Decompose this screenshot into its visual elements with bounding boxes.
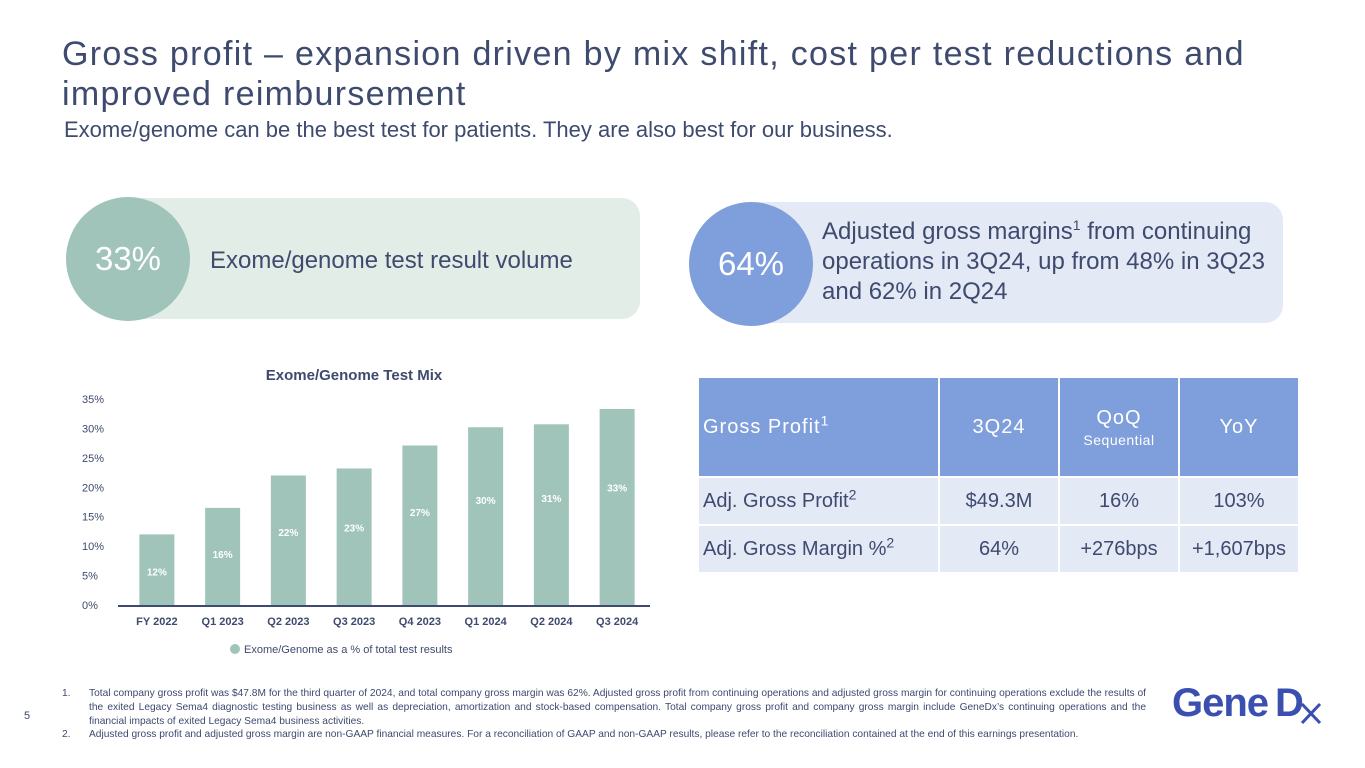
header-yoy: YoY bbox=[1180, 378, 1298, 478]
row-footnote-ref: 2 bbox=[886, 533, 895, 550]
bar-data-label: 27% bbox=[410, 508, 430, 519]
bar-data-label: 16% bbox=[213, 550, 233, 561]
footnote-number: 1. bbox=[62, 688, 71, 699]
bar bbox=[270, 475, 306, 605]
bar bbox=[599, 409, 635, 605]
exome-volume-value: 33% bbox=[94, 240, 162, 277]
x-tick-label: Q4 2023 bbox=[399, 616, 441, 628]
bar-data-label: 12% bbox=[147, 568, 167, 579]
table-row: Adj. Gross Margin %2 64% +276bps +1,607b… bbox=[699, 526, 1298, 574]
slide-title: Gross profit – expansion driven by mix s… bbox=[62, 35, 1245, 113]
table-cell: +276bps bbox=[1060, 526, 1178, 574]
x-tick-label: FY 2022 bbox=[136, 616, 177, 628]
y-tick-label: 5% bbox=[82, 571, 98, 583]
exome-volume-text: Exome/genome test result volume bbox=[210, 247, 573, 274]
table-header-row: Gross Profit1 3Q24 QoQ Sequential YoY bbox=[699, 378, 1298, 478]
x-tick-label: Q3 2023 bbox=[333, 616, 375, 628]
x-tick-label: Q3 2024 bbox=[596, 616, 639, 628]
y-tick-label: 15% bbox=[82, 512, 104, 524]
bar-data-label: 30% bbox=[476, 496, 496, 507]
gross-margin-circle: 64% bbox=[689, 202, 813, 326]
bar-data-label: 33% bbox=[607, 484, 627, 495]
chart-title: Exome/Genome Test Mix bbox=[266, 367, 443, 384]
logo-text-gene: Gene bbox=[1172, 681, 1268, 724]
header-qoq-label: QoQ bbox=[1096, 406, 1142, 429]
bar bbox=[402, 445, 438, 605]
footnote-number: 2. bbox=[62, 729, 71, 741]
y-tick-label: 0% bbox=[82, 600, 98, 612]
bar bbox=[336, 468, 372, 605]
bar bbox=[533, 424, 569, 605]
header-gross-profit-label: Gross Profit bbox=[703, 415, 821, 438]
exome-volume-callout bbox=[110, 198, 640, 319]
table-cell: 16% bbox=[1060, 478, 1178, 526]
logo-text-d: D bbox=[1275, 681, 1304, 724]
footnote-text: Adjusted gross profit and adjusted gross… bbox=[89, 729, 1079, 741]
slide-subtitle: Exome/genome can be the best test for pa… bbox=[64, 117, 893, 142]
row-label: Adj. Gross Margin %2 bbox=[699, 526, 938, 574]
table-cell: 103% bbox=[1180, 478, 1298, 526]
row-label-text: Adj. Gross Profit bbox=[703, 489, 849, 512]
footnote-item: 2. Adjusted gross profit and adjusted gro… bbox=[62, 728, 1146, 742]
gross-margin-callout bbox=[740, 202, 1283, 323]
y-tick-label: 10% bbox=[82, 541, 104, 553]
gross-margin-text: Adjusted gross margins1 from continuing … bbox=[822, 217, 1272, 307]
row-footnote-ref: 2 bbox=[848, 485, 857, 502]
y-tick-label: 25% bbox=[82, 453, 104, 465]
footnote-item: 1. Total company gross profit was $47.8M … bbox=[62, 687, 1146, 728]
table-row: Adj. Gross Profit2 $49.3M 16% 103% bbox=[699, 478, 1298, 526]
table-cell: 64% bbox=[940, 526, 1058, 574]
bar-data-label: 23% bbox=[344, 524, 364, 535]
header-footnote-ref: 1 bbox=[820, 411, 830, 428]
header-3q24: 3Q24 bbox=[940, 378, 1058, 478]
gross-margin-text-a: Adjusted gross margins bbox=[822, 218, 1073, 245]
y-tick-label: 30% bbox=[82, 423, 104, 435]
gross-profit-table: Gross Profit1 3Q24 QoQ Sequential YoY Adj… bbox=[697, 378, 1300, 574]
y-tick-label: 35% bbox=[82, 394, 104, 406]
legend-label: Exome/Genome as a % of total test result… bbox=[244, 644, 453, 656]
page-number: 5 bbox=[24, 710, 31, 722]
row-label-text: Adj. Gross Margin % bbox=[703, 537, 887, 560]
gross-margin-value: 64% bbox=[717, 245, 785, 282]
bar bbox=[139, 534, 175, 605]
x-tick-label: Q2 2024 bbox=[530, 616, 573, 628]
bar bbox=[205, 507, 241, 605]
bar bbox=[468, 427, 504, 605]
bar-data-label: 22% bbox=[278, 528, 298, 539]
footnotes: 1. Total company gross profit was $47.8M … bbox=[62, 687, 1146, 742]
chart-svg: Exome/Genome Test Mix 0% 5% 10% 15% 20% 25% 30%… bbox=[82, 367, 650, 656]
bar-data-label: 31% bbox=[541, 494, 561, 505]
x-tick-label: Q1 2024 bbox=[465, 616, 508, 628]
exome-genome-test-mix-chart: Exome/Genome Test Mix 0% 5% 10% 15% 20% 25% 30%… bbox=[76, 360, 676, 660]
x-tick-label: Q2 2023 bbox=[267, 616, 309, 628]
legend-marker bbox=[230, 644, 240, 654]
x-tick-label: Q1 2023 bbox=[202, 616, 244, 628]
exome-volume-circle: 33% bbox=[66, 197, 190, 321]
row-label: Adj. Gross Profit2 bbox=[699, 478, 938, 526]
gross-margin-text-b: from continuing operations in 3Q24, up f… bbox=[822, 218, 1265, 305]
header-qoq: QoQ Sequential bbox=[1060, 378, 1178, 478]
genedx-logo: Gene D bbox=[1172, 681, 1322, 724]
table-cell: +1,607bps bbox=[1180, 526, 1298, 574]
gross-margin-footnote-ref: 1 bbox=[1072, 217, 1081, 233]
header-qoq-sub: Sequential bbox=[1083, 431, 1155, 448]
header-gross-profit: Gross Profit1 bbox=[699, 378, 938, 478]
y-tick-label: 20% bbox=[82, 482, 104, 494]
logo-x-mark bbox=[1300, 702, 1322, 724]
footnote-text: Total company gross profit was $47.8M fo… bbox=[89, 688, 1146, 727]
table-cell: $49.3M bbox=[940, 478, 1058, 526]
